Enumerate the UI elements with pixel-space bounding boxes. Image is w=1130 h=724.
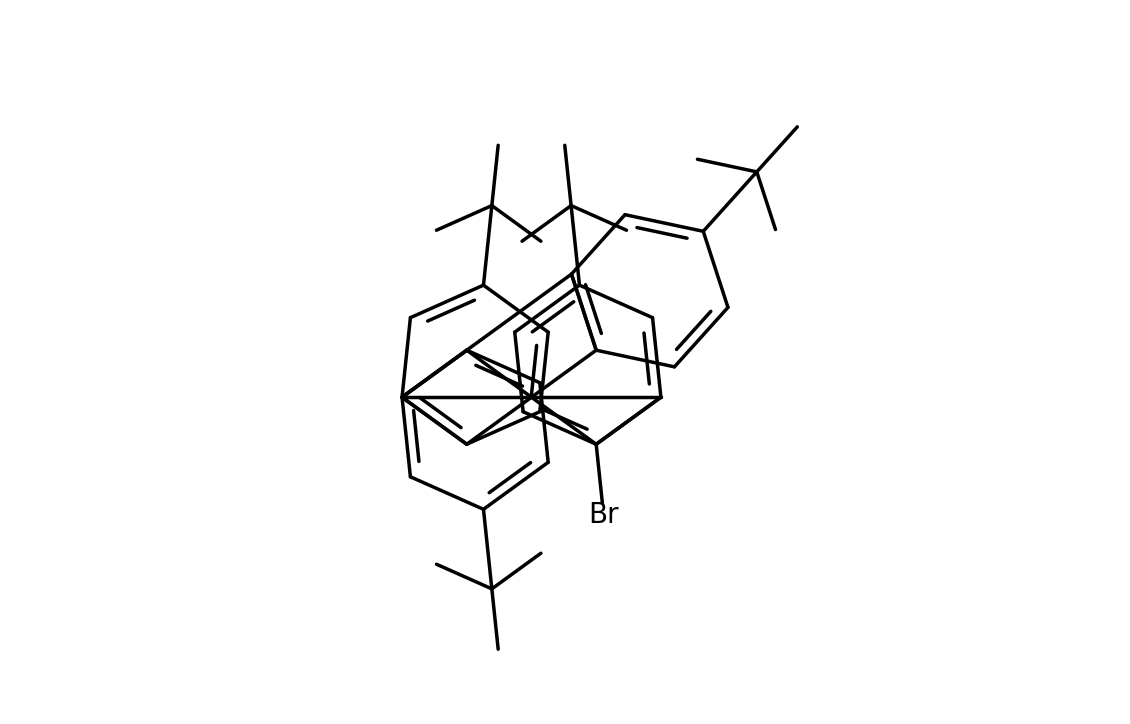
Text: Br: Br	[589, 502, 619, 529]
